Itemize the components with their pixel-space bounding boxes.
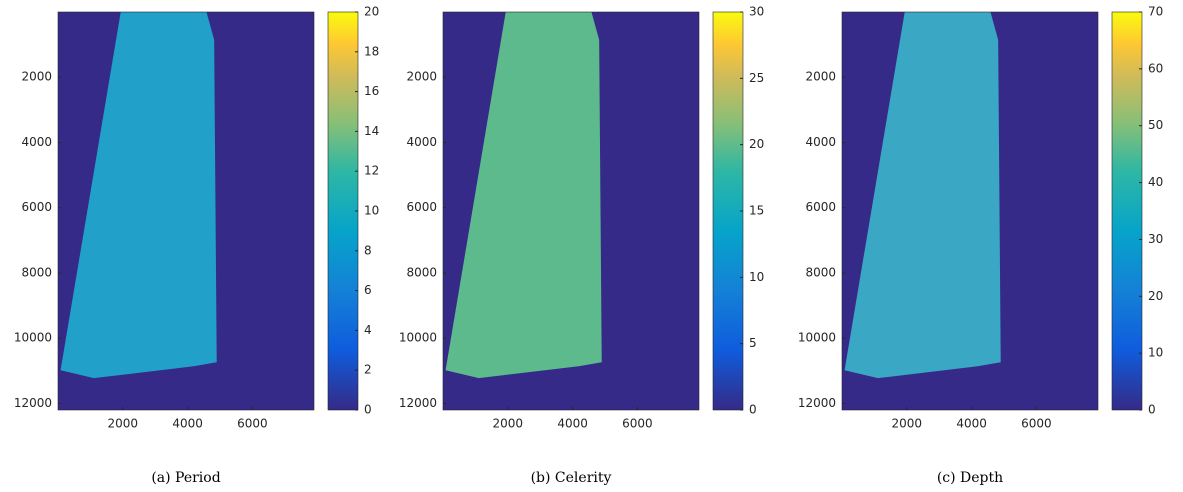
colorbar-tick-label: 16 (364, 84, 379, 98)
axes-frame (841, 11, 1099, 411)
y-tick-label: 8000 (21, 265, 52, 279)
colorbar-tick-label: 0 (749, 403, 757, 417)
colorbar-tick-label: 20 (364, 5, 379, 19)
x-tick-label: 2000 (493, 417, 524, 431)
colorbar-tick-label: 8 (364, 243, 372, 257)
x-tick-label: 6000 (1021, 417, 1052, 431)
colorbar (1111, 11, 1143, 411)
colorbar-tick-label: 70 (1148, 5, 1163, 19)
colorbar-tick-label: 20 (749, 137, 764, 151)
caption: (c) Depth (937, 470, 1003, 486)
x-tick-label: 4000 (956, 417, 987, 431)
y-tick-label: 2000 (21, 70, 52, 84)
colorbar-tick-label: 40 (1148, 175, 1163, 189)
colorbar-tick-label: 5 (749, 336, 757, 350)
axes-frame (442, 11, 700, 411)
image-region (844, 12, 1001, 379)
colorbar-tick-label: 14 (364, 124, 379, 138)
y-tick-label: 4000 (805, 135, 836, 149)
x-tick-label: 6000 (622, 417, 653, 431)
y-tick-label: 6000 (21, 200, 52, 214)
y-tick-label: 2000 (406, 70, 437, 84)
image-region (445, 12, 602, 379)
colorbar-tick-label: 0 (364, 403, 372, 417)
colorbar-tick-label: 10 (364, 204, 379, 218)
x-tick-label: 2000 (108, 417, 139, 431)
x-tick-label: 4000 (172, 417, 203, 431)
y-tick-label: 6000 (406, 200, 437, 214)
colorbar-tick-label: 10 (749, 270, 764, 284)
y-tick-label: 10000 (14, 331, 52, 345)
y-tick-label: 4000 (406, 135, 437, 149)
colorbar-tick-label: 20 (1148, 289, 1163, 303)
y-tick-label: 12000 (798, 396, 836, 410)
colorbar-tick-label: 18 (364, 44, 379, 58)
colorbar-tick-label: 25 (749, 71, 764, 85)
y-tick-label: 10000 (399, 331, 437, 345)
colorbar-tick-label: 6 (364, 283, 372, 297)
colorbar-tick-label: 4 (364, 323, 372, 337)
y-tick-label: 12000 (14, 396, 52, 410)
caption: (b) Celerity (531, 470, 612, 486)
colorbar-tick-label: 2 (364, 363, 372, 377)
colorbar-tick-label: 30 (749, 5, 764, 19)
y-tick-label: 12000 (399, 396, 437, 410)
colorbar-tick-label: 30 (1148, 232, 1163, 246)
colorbar-tick-label: 0 (1148, 403, 1156, 417)
image-region (60, 12, 217, 379)
colorbar-tick-label: 60 (1148, 61, 1163, 75)
colorbar-tick-label: 50 (1148, 118, 1163, 132)
y-tick-label: 10000 (798, 331, 836, 345)
y-tick-label: 2000 (805, 70, 836, 84)
colorbar-tick-label: 15 (749, 204, 764, 218)
colorbar (327, 11, 359, 411)
colorbar-tick-label: 10 (1148, 346, 1163, 360)
colorbar-tick-label: 12 (364, 164, 379, 178)
colorbar (712, 11, 744, 411)
caption: (a) Period (151, 470, 220, 486)
x-tick-label: 6000 (237, 417, 268, 431)
y-tick-label: 6000 (805, 200, 836, 214)
y-tick-label: 8000 (805, 265, 836, 279)
x-tick-label: 2000 (892, 417, 923, 431)
axes-frame (57, 11, 315, 411)
x-tick-label: 4000 (557, 417, 588, 431)
y-tick-label: 4000 (21, 135, 52, 149)
y-tick-label: 8000 (406, 265, 437, 279)
